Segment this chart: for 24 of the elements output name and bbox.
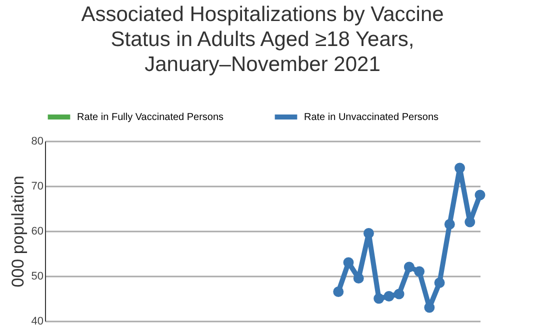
y-tick-label: 70 bbox=[31, 180, 44, 192]
point bbox=[404, 262, 414, 272]
point bbox=[343, 257, 354, 268]
point bbox=[474, 190, 486, 200]
y-tick-label: 40 bbox=[31, 316, 44, 328]
chart-title: Associated Hospitalizations by Vaccine Status in Adults Aged ≥18 Years, January–November 2021 bbox=[81, 3, 444, 76]
y-tick-label: 50 bbox=[31, 270, 44, 282]
legend-label: Rate in Fully Vaccinated Persons bbox=[77, 112, 224, 123]
point bbox=[434, 278, 445, 288]
point bbox=[363, 228, 374, 238]
y-axis-title: 000 population bbox=[8, 176, 28, 288]
point bbox=[454, 162, 466, 174]
point bbox=[384, 291, 394, 302]
point bbox=[424, 302, 435, 313]
y-tick-label: 80 bbox=[31, 136, 44, 148]
point bbox=[464, 216, 476, 228]
point bbox=[394, 288, 404, 300]
point bbox=[333, 286, 344, 297]
point bbox=[353, 273, 364, 284]
point bbox=[374, 293, 384, 304]
point bbox=[444, 219, 455, 230]
y-tick-label: 60 bbox=[31, 226, 44, 238]
point bbox=[414, 266, 425, 277]
legend-label: Rate in Unvaccinated Persons bbox=[304, 112, 439, 123]
